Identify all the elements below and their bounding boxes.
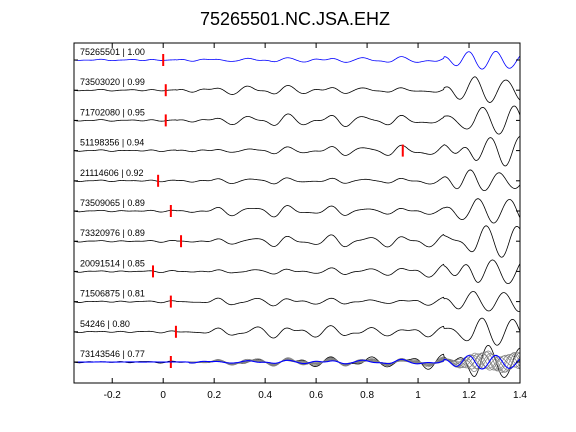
trace-line	[73, 259, 521, 285]
trace-6: 73509065 | 0.89	[73, 198, 521, 224]
trace-7: 73320976 | 0.89	[73, 225, 521, 258]
trace-line	[73, 291, 521, 312]
trace-line	[73, 198, 521, 224]
x-tick-label: 0	[160, 390, 166, 401]
trace-line	[73, 317, 521, 346]
trace-line	[73, 169, 521, 192]
trace-label: 54246 | 0.80	[80, 319, 130, 329]
trace-1: 75265501 | 1.00	[73, 47, 521, 70]
x-tick-label: 0.8	[360, 390, 374, 401]
x-tick-label: 1.2	[462, 390, 476, 401]
chart-title: 75265501.NC.JSA.EHZ	[200, 9, 390, 29]
plot-frame	[73, 42, 521, 384]
x-tick-label: 1.4	[513, 390, 527, 401]
overlay-trace	[73, 354, 521, 370]
overlay-stack	[73, 350, 521, 374]
trace-4: 51198356 | 0.94	[73, 135, 521, 167]
trace-2: 73503020 | 0.99	[73, 76, 521, 103]
trace-3: 71702080 | 0.95	[73, 105, 521, 135]
trace-line	[73, 76, 521, 103]
trace-stack: 75265501 | 1.00 73503020 | 0.99 71702080 |…	[73, 47, 521, 378]
trace-line	[73, 135, 521, 167]
trace-label: 75265501 | 1.00	[80, 47, 145, 57]
x-tick-label: 1	[415, 390, 421, 401]
trace-label: 73143546 | 0.77	[80, 349, 145, 359]
x-tick-label: 0.2	[207, 390, 221, 401]
trace-label: 73320976 | 0.89	[80, 228, 145, 238]
trace-label: 71702080 | 0.95	[80, 107, 145, 117]
x-tick-label: -0.2	[104, 390, 122, 401]
trace-9: 71506875 | 0.81	[73, 289, 521, 312]
x-tick-label: 0.4	[258, 390, 272, 401]
trace-label: 21114606 | 0.92	[80, 168, 144, 178]
x-axis: -0.2 0 0.2 0.4 0.6 0.8 1 1.2 1.4	[74, 43, 527, 401]
trace-10: 54246 | 0.80	[73, 317, 521, 346]
trace-line	[73, 225, 521, 258]
trace-line	[73, 50, 521, 70]
x-tick-label: 0.6	[309, 390, 323, 401]
trace-5: 21114606 | 0.92	[73, 168, 521, 192]
trace-label: 73503020 | 0.99	[80, 77, 145, 87]
trace-label: 71506875 | 0.81	[80, 289, 145, 299]
trace-line	[73, 105, 521, 135]
trace-label: 73509065 | 0.89	[80, 198, 145, 208]
trace-8: 20091514 | 0.85	[73, 258, 521, 285]
trace-label: 51198356 | 0.94	[80, 138, 144, 148]
trace-label: 20091514 | 0.85	[80, 258, 145, 268]
